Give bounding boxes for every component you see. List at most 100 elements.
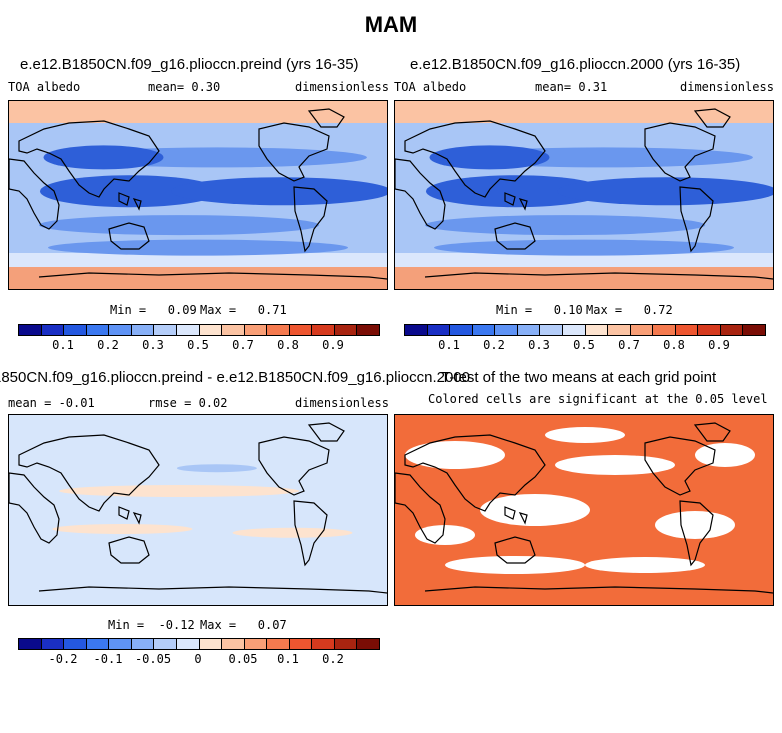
map-mid-albedo-band <box>48 239 348 256</box>
map-arctic-band <box>9 101 387 123</box>
colorbar-swatch <box>109 639 132 649</box>
map-southern-band <box>395 253 773 267</box>
map-coastline <box>38 272 387 280</box>
colorbar-tick-label: 0.7 <box>232 338 254 352</box>
map-southern-band <box>9 253 387 267</box>
panel1-variable: TOA albedo <box>8 80 81 94</box>
panel1-mean: mean= 0.30 <box>148 80 221 94</box>
panel3-map <box>8 414 388 606</box>
map-positive-band <box>52 524 193 534</box>
map-low-albedo-band <box>429 145 550 170</box>
map-nonsignificant-area <box>445 556 585 574</box>
colorbar-swatch <box>199 639 223 649</box>
map-nonsignificant-area <box>695 443 755 467</box>
map-nonsignificant-area <box>405 441 505 469</box>
colorbar-tick-label: 0.8 <box>277 338 299 352</box>
map-coastline <box>18 434 160 512</box>
map-low-albedo-band <box>39 175 220 208</box>
map-negative-patch <box>176 464 257 473</box>
colorbar-swatch <box>698 325 721 335</box>
map-coastline <box>494 536 536 564</box>
map-coastline <box>494 222 536 250</box>
panel1-colorbar-ticks: 0.1 0.2 0.3 0.5 0.7 0.8 0.9 <box>18 338 378 354</box>
panel4-map <box>394 414 774 606</box>
colorbar-swatch <box>267 325 290 335</box>
panel1-colorbar <box>18 324 380 336</box>
colorbar-swatch <box>131 639 155 649</box>
colorbar-tick-label: -0.1 <box>93 652 123 666</box>
panel2-map <box>394 100 774 290</box>
map-coastline <box>404 120 546 198</box>
map-coastline <box>307 108 345 128</box>
colorbar-swatch <box>495 325 518 335</box>
colorbar-swatch <box>357 325 379 335</box>
map-coastline <box>644 436 716 496</box>
colorbar-swatch <box>472 325 496 335</box>
panel3-mean: mean = -0.01 <box>8 396 95 410</box>
panel1-title: e.e12.B1850CN.f09_g16.plioccn.preind (yr… <box>20 56 359 73</box>
colorbar-swatch <box>222 639 245 649</box>
map-nonsignificant-area <box>585 557 705 573</box>
map-coastline <box>132 198 142 211</box>
colorbar-swatch <box>675 325 699 335</box>
colorbar-tick-label: 0.2 <box>97 338 119 352</box>
map-nonsignificant-area <box>655 511 735 539</box>
map-coastline <box>679 186 714 253</box>
colorbar-swatch <box>154 325 177 335</box>
colorbar-tick-label: 0.2 <box>322 652 344 666</box>
colorbar-swatch <box>743 325 765 335</box>
colorbar-swatch <box>357 639 379 649</box>
map-coastline <box>118 192 130 206</box>
colorbar-tick-label: 0 <box>194 652 202 666</box>
colorbar-swatch <box>517 325 541 335</box>
map-coastline <box>424 586 773 594</box>
map-coastline <box>693 108 731 128</box>
colorbar-swatch <box>244 325 268 335</box>
map-coastline <box>518 512 528 525</box>
panel1-min: Min = 0.09 <box>110 303 197 317</box>
panel1-units: dimensionless <box>295 80 389 94</box>
map-coastline <box>404 434 546 512</box>
map-coastline <box>9 472 60 544</box>
colorbar-swatch <box>222 325 245 335</box>
colorbar-tick-label: 0.1 <box>438 338 460 352</box>
colorbar-tick-label: 0.8 <box>663 338 685 352</box>
colorbar-swatch <box>608 325 631 335</box>
panel2-units: dimensionless <box>680 80 774 94</box>
colorbar-tick-label: 0.1 <box>277 652 299 666</box>
panel3-max: Max = 0.07 <box>200 618 287 632</box>
map-coastline <box>108 222 150 250</box>
map-coastline <box>424 272 773 280</box>
colorbar-tick-label: 0.1 <box>52 338 74 352</box>
colorbar-swatch <box>334 639 358 649</box>
colorbar-swatch <box>312 325 335 335</box>
panel4-title: T-test of the two means at each grid poi… <box>441 369 717 386</box>
panel4-subtitle: Colored cells are significant at the 0.0… <box>428 392 768 406</box>
colorbar-swatch <box>199 325 223 335</box>
colorbar-swatch <box>630 325 654 335</box>
panel1-map <box>8 100 388 290</box>
map-coastline <box>693 422 731 442</box>
colorbar-swatch <box>267 639 290 649</box>
map-coastline <box>118 506 130 520</box>
map-coastline <box>293 500 328 567</box>
map-positive-band <box>232 527 353 538</box>
map-antarctic-band <box>395 267 773 289</box>
colorbar-swatch <box>109 325 132 335</box>
panel3-colorbar <box>18 638 380 650</box>
colorbar-swatch <box>540 325 563 335</box>
colorbar-swatch <box>19 325 42 335</box>
panel2-colorbar-ticks: 0.1 0.2 0.3 0.5 0.7 0.8 0.9 <box>404 338 764 354</box>
colorbar-tick-label: 0.9 <box>708 338 730 352</box>
colorbar-tick-label: 0.5 <box>573 338 595 352</box>
panel1-max: Max = 0.71 <box>200 303 287 317</box>
panel3-rmse: rmse = 0.02 <box>148 396 228 410</box>
map-coastline <box>18 120 160 198</box>
colorbar-tick-label: 0.3 <box>528 338 550 352</box>
colorbar-swatch <box>289 325 313 335</box>
map-low-albedo-band <box>557 177 773 206</box>
map-nonsignificant-area <box>480 494 590 526</box>
map-mid-albedo-band <box>425 215 706 236</box>
map-low-albedo-band <box>43 145 164 170</box>
colorbar-swatch <box>176 325 200 335</box>
